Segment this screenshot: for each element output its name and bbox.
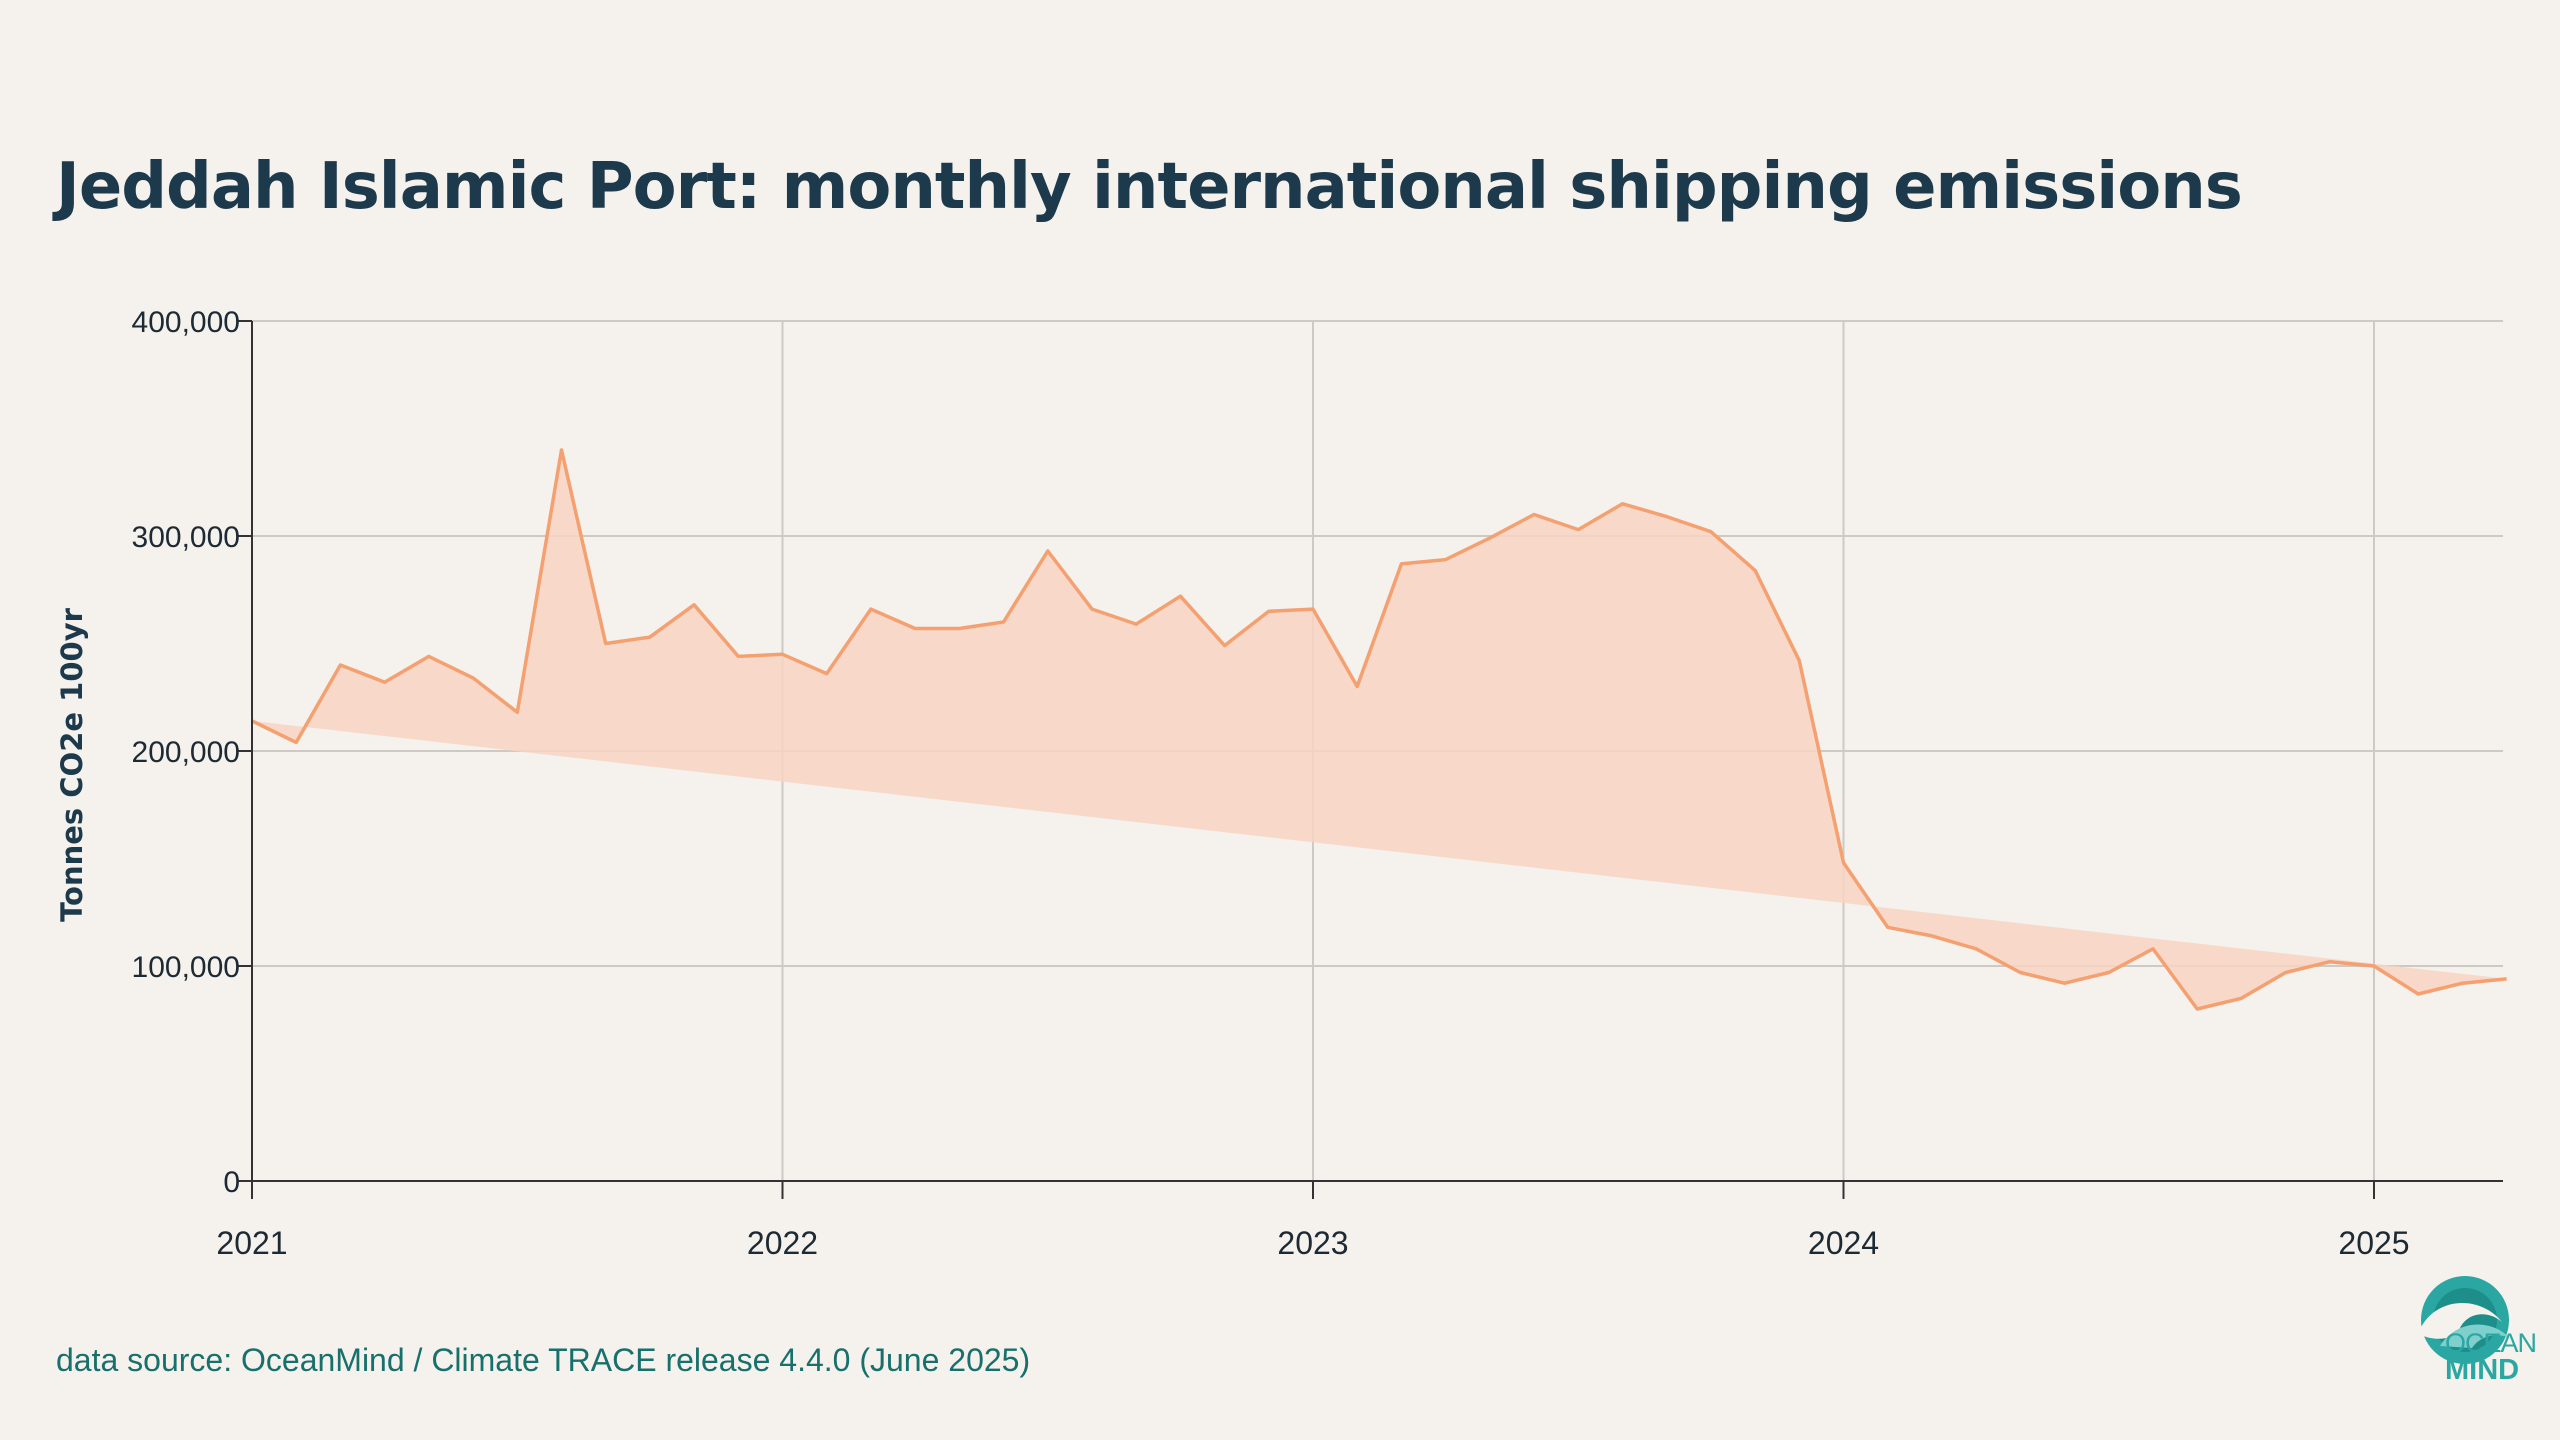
y-axis-label: Tonnes CO2e 100yr — [55, 607, 89, 921]
data-source-note: data source: OceanMind / Climate TRACE r… — [56, 1342, 1031, 1378]
x-tick-label: 2024 — [1808, 1225, 1879, 1261]
logo-text-ocean: OCEAN — [2445, 1328, 2537, 1358]
x-tick-label: 2025 — [2338, 1225, 2409, 1261]
series-area — [252, 450, 2507, 1009]
x-tick-label: 2023 — [1277, 1225, 1348, 1261]
y-tick-label: 200,000 — [132, 736, 240, 769]
series-line — [251, 448, 2507, 1011]
x-tick-label: 2021 — [216, 1225, 287, 1261]
logo-text-mind: MIND — [2445, 1354, 2520, 1386]
chart-title: Jeddah Islamic Port: monthly internation… — [56, 150, 2243, 224]
y-tick-label: 0 — [223, 1166, 240, 1199]
x-tick-label: 2022 — [747, 1225, 818, 1261]
y-tick-label: 400,000 — [132, 306, 240, 339]
y-tick-label: 100,000 — [132, 951, 240, 984]
tick-labels: 0 100,000 200,000 300,000 400,000 2021 2022 202… — [132, 306, 2410, 1261]
oceanmind-logo-icon — [2418, 1276, 2510, 1364]
y-tick-label: 300,000 — [132, 521, 240, 554]
axes — [238, 320, 2503, 1199]
